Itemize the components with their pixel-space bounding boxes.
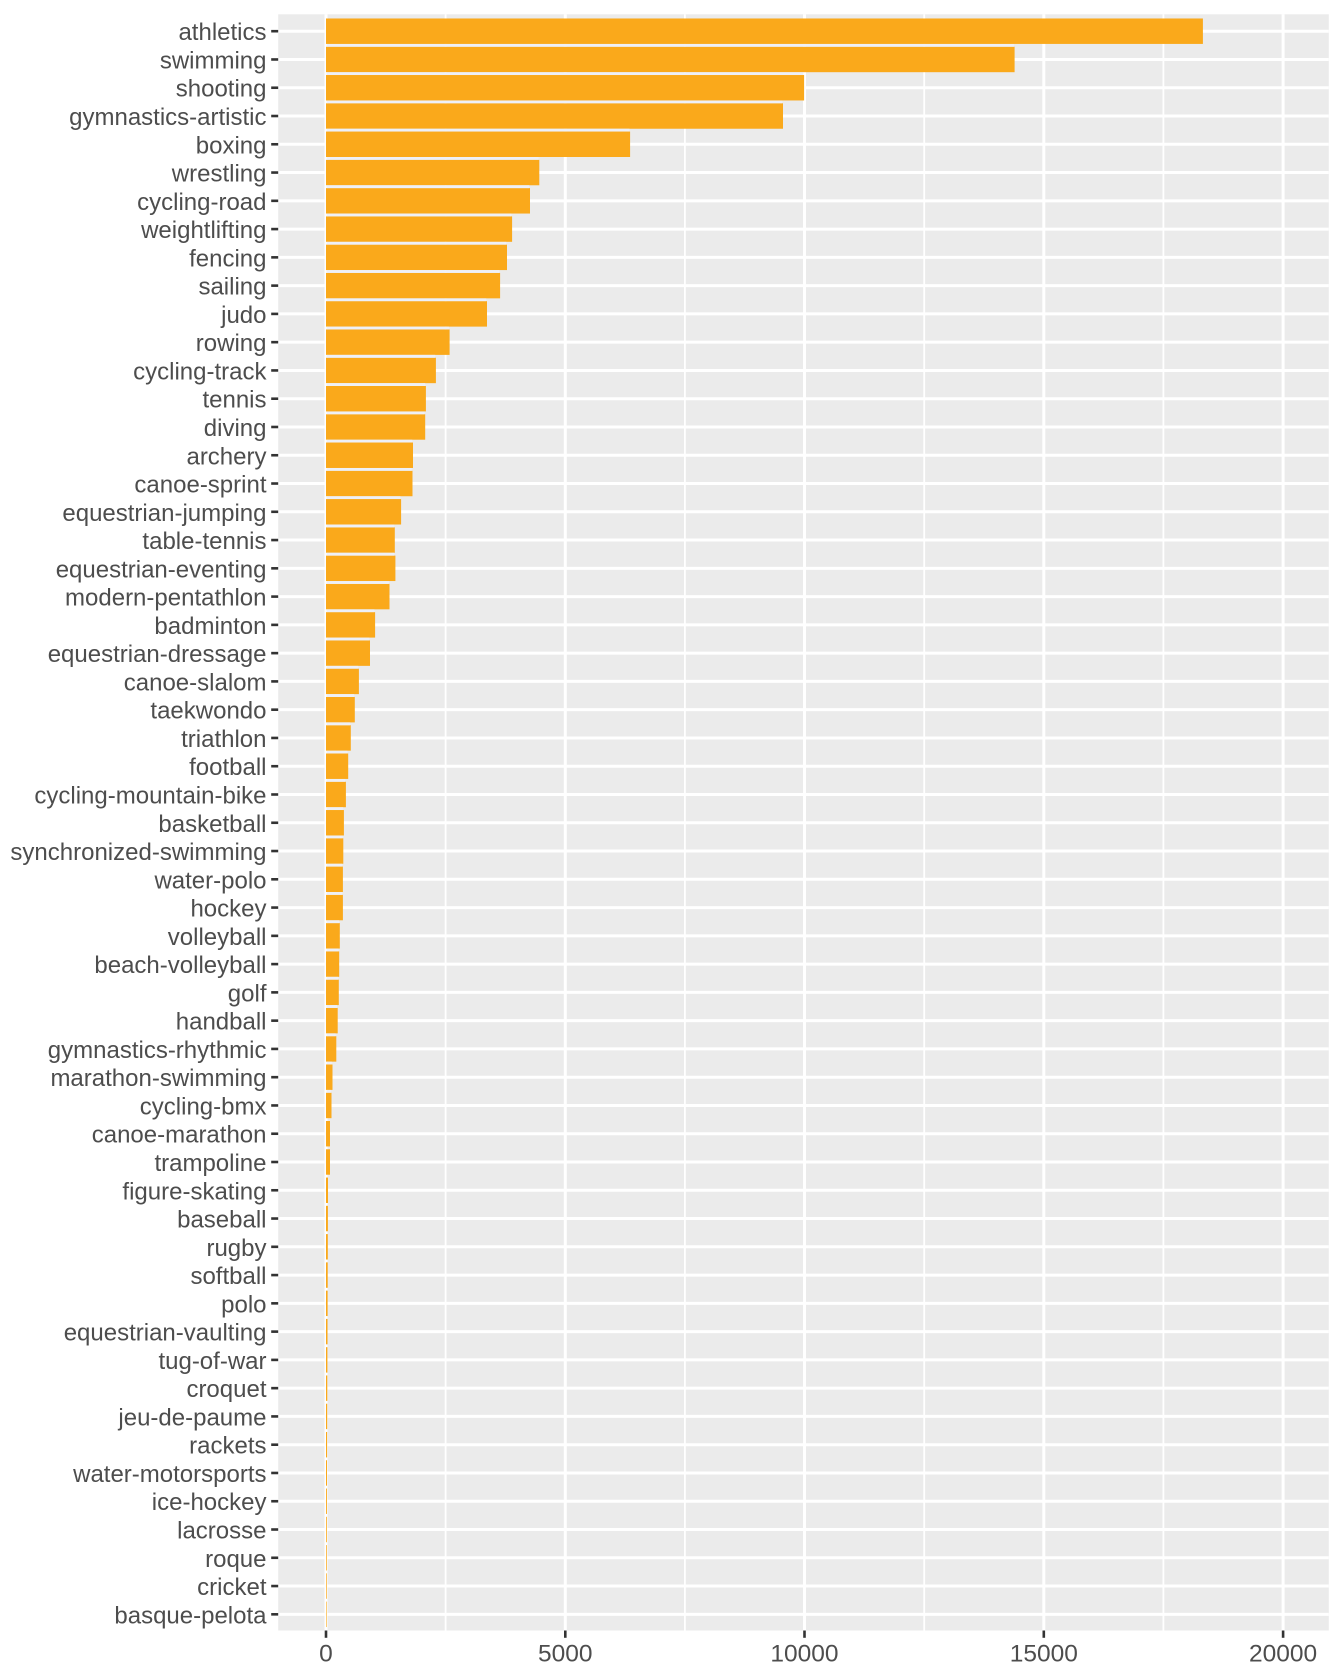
svg-text:tennis: tennis [202, 387, 266, 414]
svg-text:softball: softball [190, 1263, 266, 1290]
svg-text:water-polo: water-polo [153, 867, 266, 894]
svg-text:cycling-road: cycling-road [137, 189, 266, 216]
svg-text:fencing: fencing [189, 245, 266, 272]
svg-text:gymnastics-rhythmic: gymnastics-rhythmic [48, 1037, 267, 1064]
svg-text:equestrian-dressage: equestrian-dressage [48, 641, 267, 668]
svg-text:weightlifting: weightlifting [140, 217, 266, 244]
svg-text:swimming: swimming [160, 47, 267, 74]
svg-text:wrestling: wrestling [171, 161, 267, 188]
svg-text:cricket: cricket [197, 1574, 267, 1601]
svg-text:archery: archery [186, 443, 266, 470]
svg-text:equestrian-vaulting: equestrian-vaulting [64, 1320, 267, 1347]
svg-text:synchronized-swimming: synchronized-swimming [10, 839, 266, 866]
svg-text:polo: polo [221, 1291, 266, 1318]
svg-text:athletics: athletics [178, 19, 266, 46]
svg-text:table-tennis: table-tennis [142, 528, 266, 555]
svg-text:rackets: rackets [189, 1433, 266, 1460]
svg-text:water-motorsports: water-motorsports [72, 1461, 266, 1488]
svg-text:judo: judo [220, 302, 266, 329]
svg-text:lacrosse: lacrosse [177, 1518, 266, 1545]
svg-text:diving: diving [204, 415, 267, 442]
svg-text:shooting: shooting [176, 76, 267, 103]
svg-text:ice-hockey: ice-hockey [152, 1489, 267, 1516]
svg-text:hockey: hockey [190, 896, 266, 923]
svg-text:boxing: boxing [196, 132, 267, 159]
svg-text:0: 0 [319, 1641, 333, 1668]
svg-text:canoe-marathon: canoe-marathon [92, 1122, 267, 1149]
svg-text:basque-pelota: basque-pelota [114, 1602, 267, 1629]
svg-text:volleyball: volleyball [168, 924, 267, 951]
svg-text:cycling-mountain-bike: cycling-mountain-bike [34, 782, 266, 809]
svg-text:beach-volleyball: beach-volleyball [94, 952, 266, 979]
svg-text:marathon-swimming: marathon-swimming [50, 1065, 266, 1092]
svg-text:badminton: badminton [154, 613, 266, 640]
svg-text:roque: roque [205, 1546, 266, 1573]
svg-text:15000: 15000 [1010, 1641, 1078, 1668]
svg-text:cycling-track: cycling-track [133, 358, 267, 385]
svg-text:modern-pentathlon: modern-pentathlon [65, 585, 266, 612]
svg-text:5000: 5000 [538, 1641, 593, 1668]
svg-text:taekwondo: taekwondo [150, 698, 266, 725]
svg-text:rowing: rowing [196, 330, 267, 357]
svg-text:trampoline: trampoline [154, 1150, 266, 1177]
svg-text:golf: golf [228, 980, 267, 1007]
svg-text:tug-of-war: tug-of-war [158, 1348, 266, 1375]
svg-text:canoe-sprint: canoe-sprint [134, 472, 266, 499]
svg-text:handball: handball [176, 1009, 267, 1036]
svg-text:figure-skating: figure-skating [122, 1178, 266, 1205]
svg-text:10000: 10000 [770, 1641, 838, 1668]
svg-text:canoe-slalom: canoe-slalom [124, 669, 267, 696]
svg-text:basketball: basketball [158, 811, 266, 838]
svg-text:20000: 20000 [1249, 1641, 1317, 1668]
svg-text:jeu-de-paume: jeu-de-paume [117, 1404, 266, 1431]
svg-text:triathlon: triathlon [181, 726, 266, 753]
svg-text:football: football [189, 754, 266, 781]
svg-text:cycling-bmx: cycling-bmx [140, 1093, 267, 1120]
svg-text:equestrian-eventing: equestrian-eventing [56, 556, 267, 583]
svg-text:equestrian-jumping: equestrian-jumping [62, 500, 266, 527]
svg-text:croquet: croquet [186, 1376, 266, 1403]
svg-text:baseball: baseball [177, 1207, 266, 1234]
svg-text:sailing: sailing [198, 274, 266, 301]
svg-text:rugby: rugby [206, 1235, 266, 1262]
svg-text:gymnastics-artistic: gymnastics-artistic [69, 104, 266, 131]
